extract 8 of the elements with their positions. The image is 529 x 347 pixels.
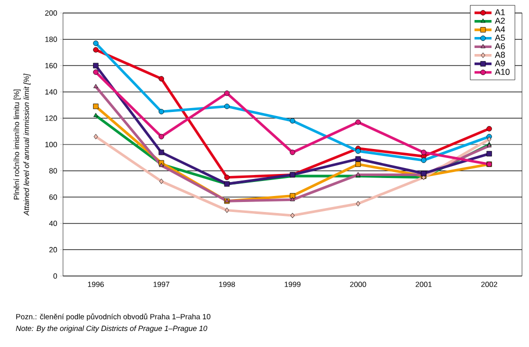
legend-label: A5 [494, 34, 505, 41]
legend-label: A6 [494, 43, 505, 50]
legend-label: A2 [494, 18, 505, 24]
legend-label: A10 [494, 68, 510, 75]
legend-label: A8 [494, 52, 505, 58]
legend-label: A1 [494, 9, 505, 16]
legend-label: A4 [494, 26, 505, 32]
legend-label: A9 [494, 60, 505, 66]
